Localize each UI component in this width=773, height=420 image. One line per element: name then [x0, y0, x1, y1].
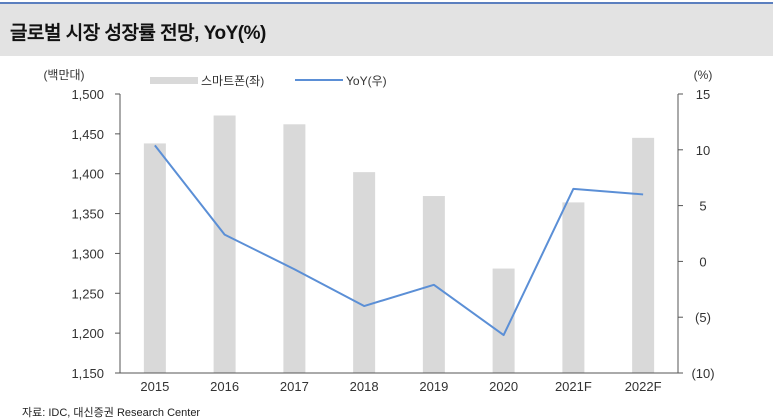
x-tick-label: 2015	[140, 379, 169, 394]
legend-line-label: YoY(우)	[346, 74, 387, 88]
x-tick-label: 2019	[419, 379, 448, 394]
left-axis-unit: (백만대)	[43, 68, 84, 82]
left-axis: 1,500 1,450 1,400 1,350 1,300 1,250 1,200 1,150…	[43, 68, 120, 381]
source-note: 자료: IDC, 대신증권 Research Center	[22, 404, 200, 420]
left-tick-label: 1,250	[71, 286, 104, 301]
left-tick-label: 1,150	[71, 366, 104, 381]
bar-series	[144, 116, 654, 373]
left-tick-label: 1,450	[71, 127, 104, 142]
bar	[562, 202, 584, 373]
bar	[214, 116, 236, 373]
right-tick-label: 0	[699, 254, 706, 269]
right-tick-label: (10)	[691, 366, 714, 381]
left-tick-label: 1,300	[71, 246, 104, 261]
x-tick-label: 2020	[489, 379, 518, 394]
x-tick-label: 2016	[210, 379, 239, 394]
right-tick-label: 5	[699, 199, 706, 214]
legend: 스마트폰(좌) YoY(우)	[150, 74, 387, 88]
bar	[283, 124, 305, 373]
x-tick-label: 2021F	[555, 379, 592, 394]
x-tick-label: 2022F	[625, 379, 662, 394]
legend-bar-label: 스마트폰(좌)	[201, 74, 264, 88]
bar	[353, 172, 375, 373]
right-tick-label: 10	[696, 143, 710, 158]
left-tick-label: 1,400	[71, 167, 104, 182]
x-axis: 2015 2016 2017 2018 2019 2020 2021F 2022F	[120, 373, 678, 394]
x-tick-label: 2017	[280, 379, 309, 394]
left-tick-label: 1,500	[71, 87, 104, 102]
bar	[144, 143, 166, 373]
right-tick-label: 15	[696, 87, 710, 102]
right-axis-unit: (%)	[694, 68, 713, 82]
legend-bar-swatch	[150, 77, 198, 84]
left-tick-label: 1,200	[71, 326, 104, 341]
right-tick-label: (5)	[695, 310, 711, 325]
right-axis: 15 10 5 0 (5) (10) (%)	[678, 68, 715, 381]
chart-area: 1,500 1,450 1,400 1,350 1,300 1,250 1,200 1,150…	[0, 0, 773, 400]
x-tick-label: 2018	[350, 379, 379, 394]
left-tick-label: 1,350	[71, 207, 104, 222]
bar	[632, 138, 654, 373]
